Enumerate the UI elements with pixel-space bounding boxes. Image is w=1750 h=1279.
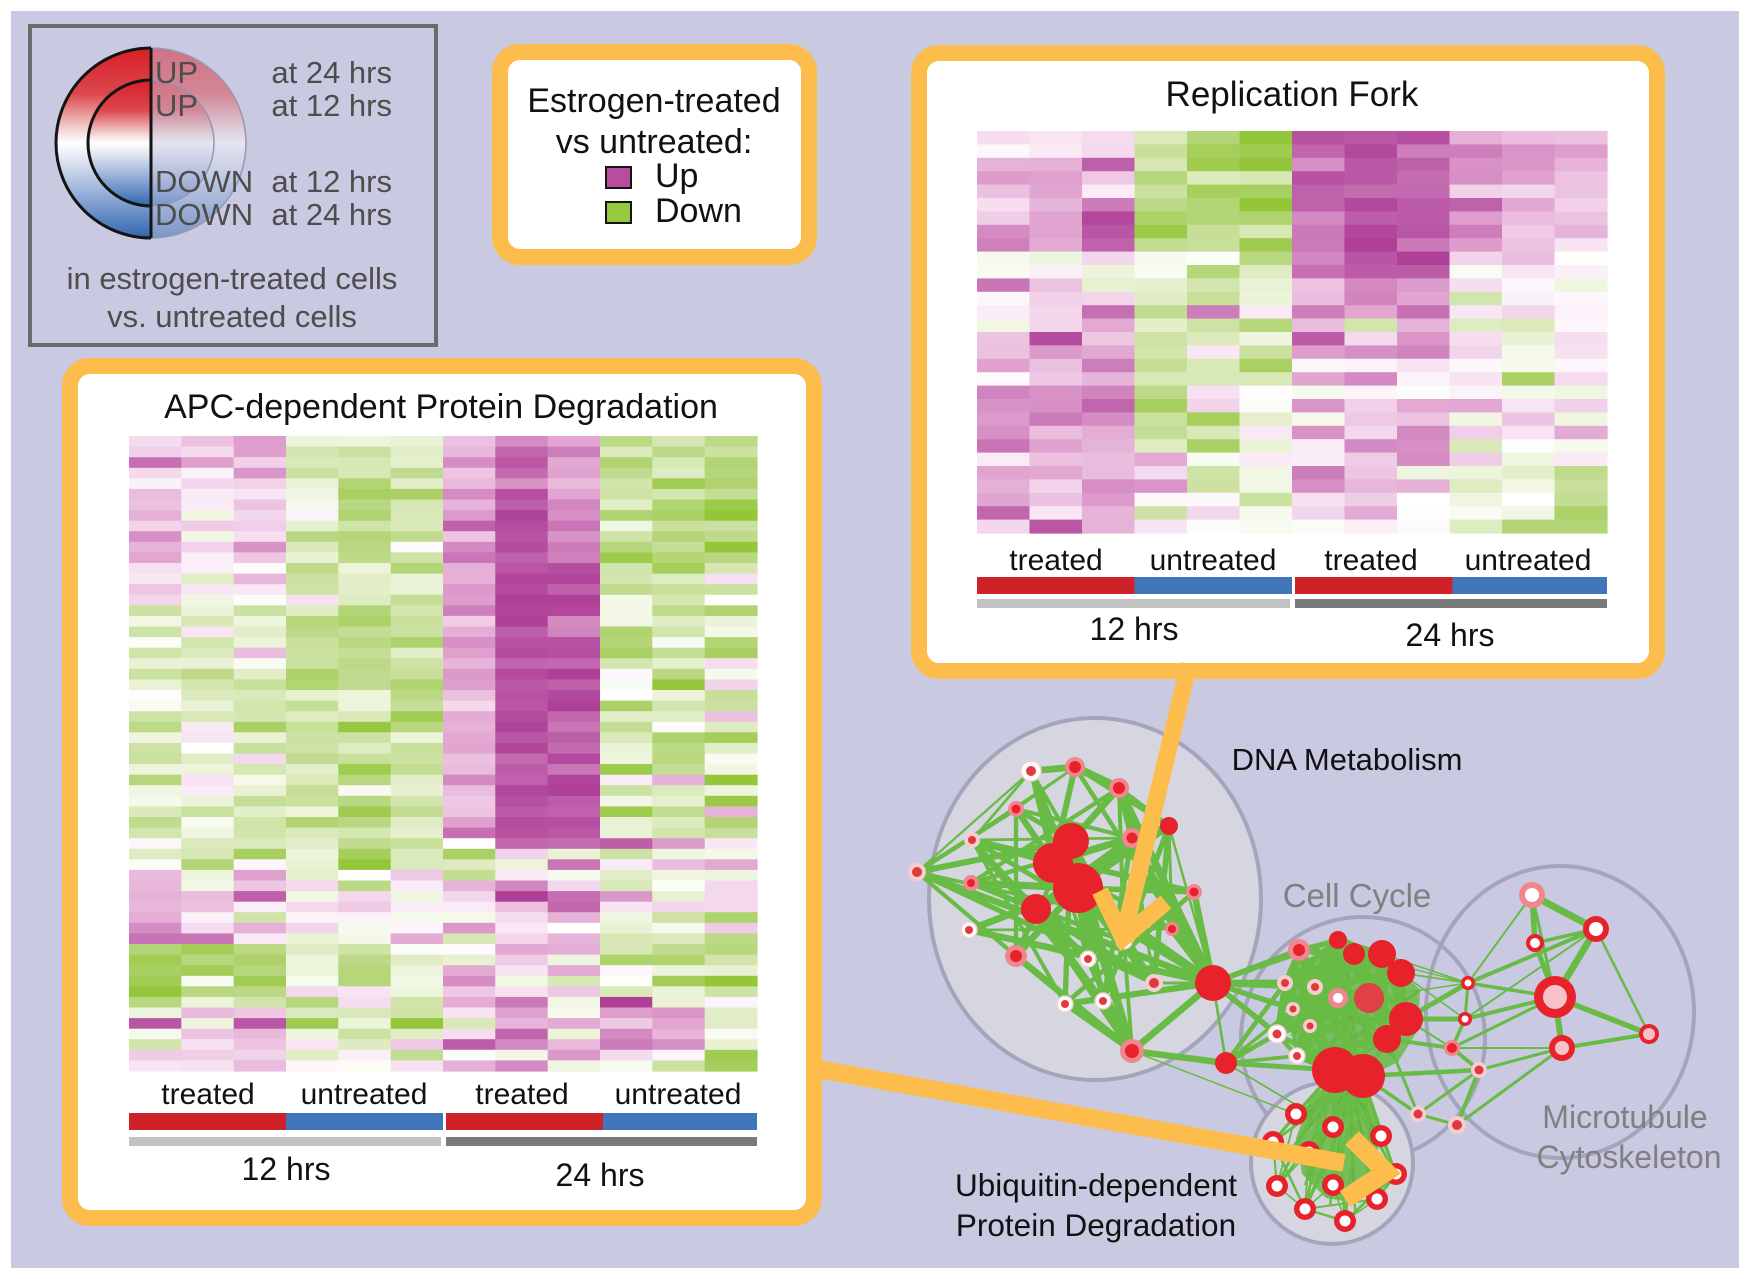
svg-text:Replication Fork: Replication Fork [1166,75,1419,114]
svg-text:Cytoskeleton: Cytoskeleton [1537,1139,1722,1175]
svg-text:treated: treated [475,1078,568,1111]
svg-text:Ubiquitin-dependent: Ubiquitin-dependent [955,1167,1237,1203]
svg-text:APC-dependent Protein Degradat: APC-dependent Protein Degradation [164,388,718,426]
svg-text:vs untreated:: vs untreated: [556,123,753,161]
svg-text:12 hrs: 12 hrs [242,1151,331,1187]
svg-text:untreated: untreated [301,1078,428,1111]
svg-text:Up: Up [655,157,698,195]
svg-text:DOWN: DOWN [155,197,253,232]
svg-text:untreated: untreated [615,1078,742,1111]
svg-text:untreated: untreated [1465,544,1592,577]
svg-text:24 hrs: 24 hrs [556,1157,645,1193]
svg-text:UP: UP [155,88,198,123]
svg-text:vs. untreated cells: vs. untreated cells [107,299,357,334]
svg-text:DNA Metabolism: DNA Metabolism [1232,742,1463,777]
svg-text:24 hrs: 24 hrs [1406,617,1495,653]
svg-text:at 24 hrs: at 24 hrs [271,197,392,232]
svg-text:at 24 hrs: at 24 hrs [271,55,392,90]
svg-text:untreated: untreated [1150,544,1277,577]
svg-text:at 12 hrs: at 12 hrs [271,164,392,199]
svg-text:12 hrs: 12 hrs [1090,611,1179,647]
svg-text:Microtubule: Microtubule [1542,1099,1707,1135]
svg-text:treated: treated [161,1078,254,1111]
svg-text:in estrogen-treated cells: in estrogen-treated cells [67,261,398,296]
svg-text:Down: Down [655,192,742,230]
svg-text:DOWN: DOWN [155,164,253,199]
svg-text:treated: treated [1324,544,1417,577]
svg-text:at 12 hrs: at 12 hrs [271,88,392,123]
svg-text:Estrogen-treated: Estrogen-treated [527,82,780,120]
svg-text:treated: treated [1009,544,1102,577]
svg-text:UP: UP [155,55,198,90]
svg-text:Protein Degradation: Protein Degradation [956,1207,1236,1243]
svg-text:Cell Cycle: Cell Cycle [1283,877,1432,914]
